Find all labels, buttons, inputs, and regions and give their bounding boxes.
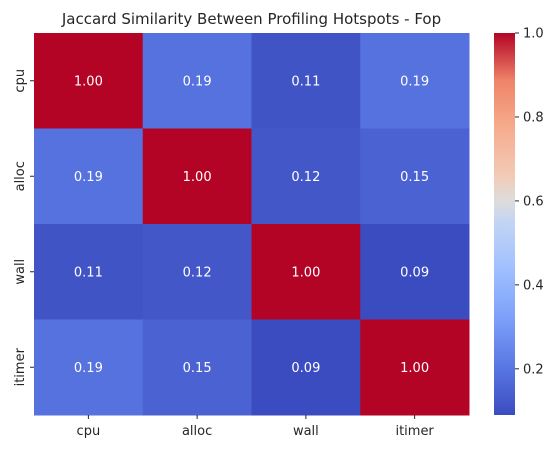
- heatmap-cell: [142, 319, 252, 416]
- heatmap-cell: [251, 319, 361, 416]
- heatmap-cell: [34, 319, 144, 416]
- colorbar-gradient: [494, 33, 515, 415]
- heatmap-cell: [142, 224, 252, 320]
- heatmap-cell: [142, 33, 252, 129]
- colorbar-tick-label: 0.6: [523, 194, 544, 209]
- cell-value-label: 1.00: [183, 170, 212, 185]
- x-tick-label: wall: [293, 424, 319, 439]
- x-tick-label: cpu: [77, 424, 101, 439]
- cell-value-label: 0.19: [74, 170, 103, 185]
- y-axis-ticks: cpu alloc wall itimer: [13, 69, 34, 386]
- heatmap-cells: [34, 33, 470, 416]
- cell-value-label: 0.19: [183, 74, 212, 89]
- heatmap-cell: [360, 319, 470, 416]
- x-tick-label: alloc: [182, 424, 212, 439]
- heatmap-cell: [142, 128, 252, 225]
- colorbar-tick-label: 1.0: [523, 27, 544, 42]
- cell-value-label: 0.19: [400, 74, 429, 89]
- heatmap-cell: [360, 224, 470, 320]
- cell-value-label: 0.09: [400, 265, 429, 280]
- chart-title: Jaccard Similarity Between Profiling Hot…: [61, 10, 441, 28]
- colorbar-tick-label: 0.8: [523, 110, 544, 125]
- heatmap-cell: [251, 224, 361, 320]
- y-tick-label: itimer: [13, 347, 28, 386]
- cell-value-label: 1.00: [291, 265, 320, 280]
- colorbar-tick-label: 0.4: [523, 278, 544, 293]
- y-tick-label: wall: [13, 259, 28, 285]
- cell-value-label: 0.11: [74, 265, 103, 280]
- colorbar-tick-label: 0.2: [523, 362, 544, 377]
- cell-value-label: 0.15: [400, 170, 429, 185]
- cell-value-label: 0.12: [183, 265, 212, 280]
- heatmap-cell: [34, 224, 144, 320]
- colorbar-ticks: 0.2 0.4 0.6 0.8 1.0: [515, 27, 544, 377]
- y-tick-label: alloc: [13, 161, 28, 191]
- cell-value-label: 0.19: [74, 361, 103, 376]
- cell-value-label: 0.15: [183, 361, 212, 376]
- cell-value-label: 0.12: [291, 170, 320, 185]
- x-tick-label: itimer: [395, 424, 434, 439]
- cell-value-label: 1.00: [74, 74, 103, 89]
- colorbar: 0.2 0.4 0.6 0.8 1.0: [494, 27, 544, 415]
- heatmap-cell: [34, 128, 144, 225]
- heatmap-cell: [251, 33, 361, 129]
- cell-value-label: 0.11: [291, 74, 320, 89]
- heatmap-cell: [360, 128, 470, 225]
- x-axis-ticks: cpu alloc wall itimer: [77, 415, 434, 439]
- heatmap-cell: [360, 33, 470, 129]
- heatmap-cell: [251, 128, 361, 225]
- cell-value-label: 0.09: [291, 361, 320, 376]
- heatmap-value-labels: 1.00 0.19 0.11 0.19 0.19 1.00 0.12 0.15 0.11 0.12…: [74, 74, 429, 376]
- heatmap-cell: [34, 33, 144, 129]
- y-tick-label: cpu: [13, 69, 28, 93]
- cell-value-label: 1.00: [400, 361, 429, 376]
